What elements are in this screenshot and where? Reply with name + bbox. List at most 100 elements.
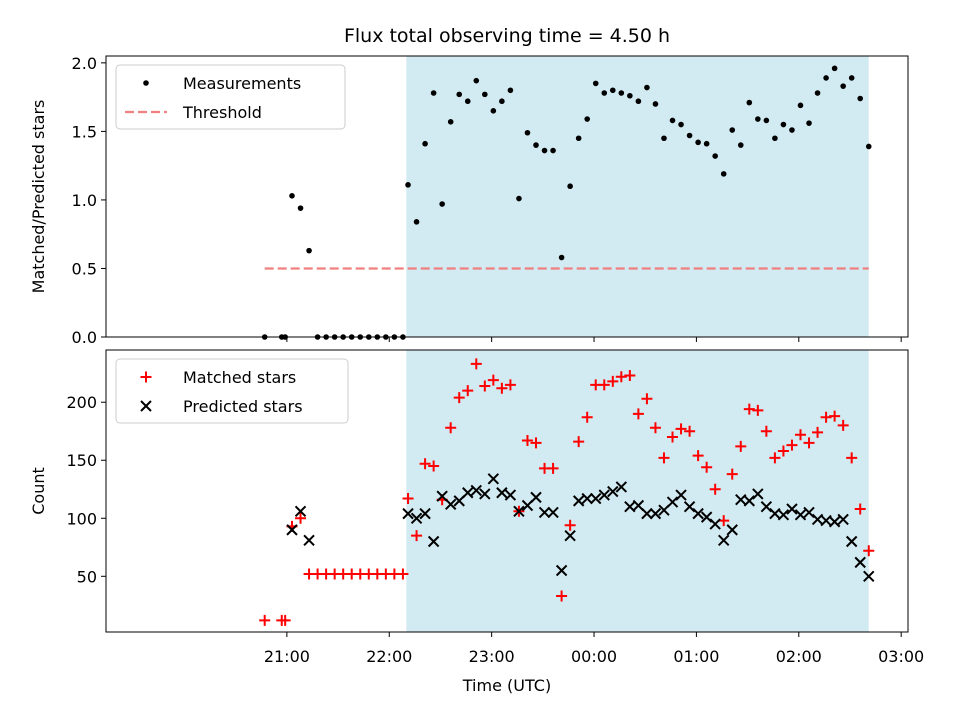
y-tick-label: 150	[66, 451, 97, 470]
matched-star-point	[521, 435, 533, 447]
predicted-star-point	[752, 488, 764, 500]
predicted-star-point	[402, 507, 414, 520]
measurement-point	[712, 153, 718, 159]
predicted-star-point	[760, 500, 773, 513]
measurement-point	[865, 143, 872, 150]
matched-star-point	[743, 403, 755, 415]
legend-label: Measurements	[183, 74, 301, 93]
measurement-point	[686, 132, 693, 139]
legend-matched-swatch	[140, 371, 152, 383]
observing-window-shade	[406, 56, 869, 337]
matched-star-point	[470, 358, 482, 370]
y-tick-label: 1.0	[72, 191, 97, 210]
chart-title: Flux total observing time = 4.50 h	[344, 25, 670, 47]
matched-star-point	[598, 379, 610, 391]
measurement-point	[823, 75, 829, 81]
predicted-star-point	[572, 495, 585, 507]
measurement-point	[806, 120, 812, 126]
matched-star-point	[607, 375, 619, 387]
bottom-panel-marks	[259, 358, 875, 626]
x-tick-label: 01:00	[673, 647, 719, 666]
y-tick-label: 0.5	[72, 259, 97, 278]
measurement-point	[533, 142, 539, 148]
measurement-point	[413, 219, 420, 225]
bottom-panel-y-axis-label: Count	[29, 467, 48, 515]
predicted-star-point	[538, 506, 551, 519]
legend-box	[115, 358, 349, 424]
predicted-star-point	[675, 489, 687, 501]
matched-star-point	[760, 425, 772, 437]
measurement-point	[763, 117, 770, 124]
y-tick-label: 50	[77, 567, 97, 586]
bottom-panel: 50 100 150 200 21:00 22:00 23:00 00:00 01:00 02:…	[29, 349, 924, 666]
measurement-point	[567, 183, 573, 190]
measurement-point	[550, 147, 556, 154]
matched-star-point	[837, 419, 849, 431]
matched-star-point	[709, 483, 721, 495]
predicted-star-point	[470, 484, 482, 497]
predicted-star-point	[564, 529, 576, 542]
matched-star-point	[803, 437, 815, 449]
measurement-point	[447, 118, 454, 125]
predicted-star-point	[487, 473, 500, 485]
predicted-star-point	[444, 498, 457, 511]
measurement-point	[780, 121, 787, 128]
matched-star-point	[829, 410, 841, 422]
measurement-point	[652, 101, 659, 107]
matched-star-point	[641, 393, 653, 405]
x-tick-label: 21:00	[264, 647, 310, 666]
matched-star-point	[794, 429, 806, 441]
legend-predicted-swatch	[140, 400, 152, 412]
matched-star-point	[411, 530, 423, 542]
predicted-star-point	[777, 509, 790, 521]
matched-star-point	[769, 452, 781, 464]
predicted-star-point	[845, 535, 858, 548]
observing-window-shade	[406, 350, 869, 632]
top-panel: 0.00.51.01.52.0 Matched/Predicted stars …	[29, 54, 909, 347]
matched-star-point	[279, 614, 291, 626]
predicted-star-point	[718, 534, 730, 547]
matched-star-point	[854, 503, 866, 515]
predicted-star-point	[794, 509, 807, 521]
top-panel-marks	[261, 65, 872, 340]
matched-star-point	[658, 452, 670, 464]
matched-star-point	[530, 437, 542, 449]
measurement-point	[644, 84, 650, 91]
x-tick-label: 22:00	[366, 647, 412, 666]
measurement-point	[507, 87, 514, 94]
predicted-star-point	[641, 507, 653, 520]
matched-star-point	[675, 423, 687, 435]
x-tick-label: 00:00	[571, 647, 617, 666]
y-tick-label: 1.5	[72, 122, 97, 141]
legend-label: Threshold	[182, 103, 262, 122]
legend-label: Predicted stars	[183, 397, 303, 416]
measurement-point	[669, 117, 676, 124]
measurement-point	[422, 140, 428, 147]
measurement-point	[755, 116, 761, 122]
measurement-point	[490, 108, 497, 114]
matched-star-point	[397, 568, 409, 580]
measurement-point	[814, 90, 821, 96]
measurement-point	[789, 127, 795, 133]
matched-star-point	[453, 392, 465, 404]
y-tick-label: 100	[66, 509, 97, 528]
predicted-star-point	[590, 492, 602, 505]
matched-star-point	[496, 382, 508, 394]
predicted-star-point	[504, 489, 517, 501]
measurement-point	[772, 135, 778, 142]
top-panel-y-axis-label: Matched/Predicted stars	[29, 100, 48, 294]
top-panel-frame	[105, 55, 909, 338]
matched-star-point	[259, 614, 271, 626]
predicted-star-point	[803, 506, 815, 519]
predicted-star-point	[496, 487, 508, 499]
matched-star-point	[667, 431, 679, 443]
measurement-point	[695, 139, 701, 146]
matched-star-point	[487, 374, 499, 386]
predicted-star-point	[530, 491, 542, 504]
measurement-point	[840, 83, 846, 89]
matched-star-point	[581, 411, 593, 423]
matched-star-point	[547, 462, 559, 474]
y-tick-label: 200	[66, 393, 97, 412]
measurement-point	[609, 87, 616, 94]
measurement-point	[289, 193, 295, 199]
